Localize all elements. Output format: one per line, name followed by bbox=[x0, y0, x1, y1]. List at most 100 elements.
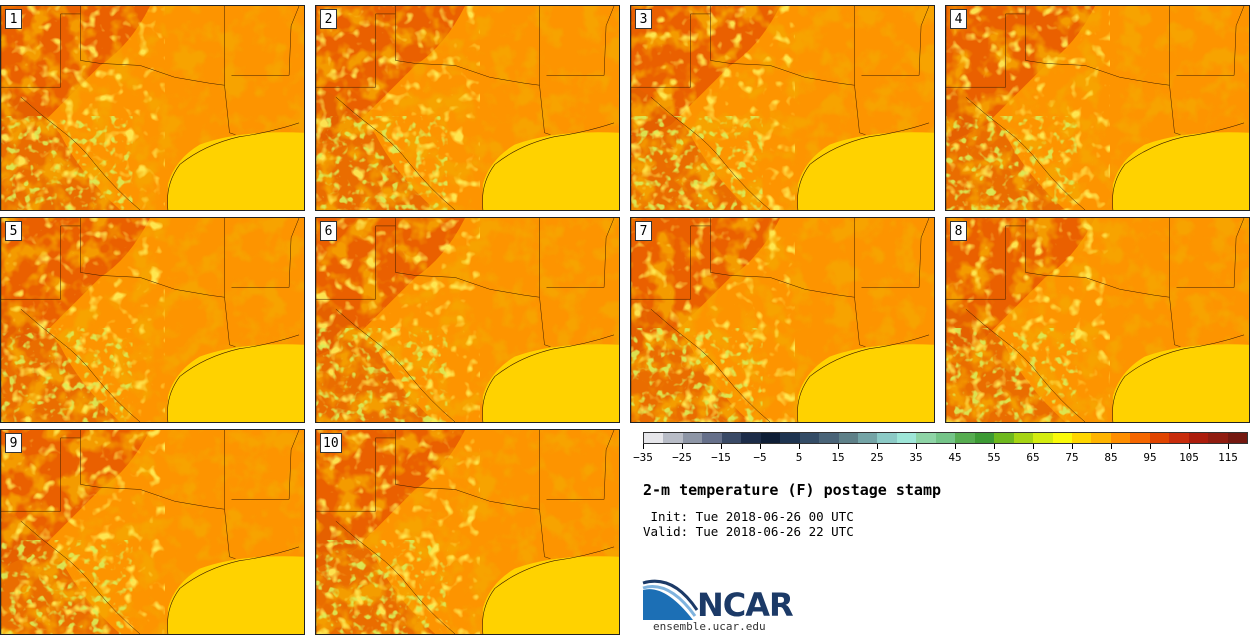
colorbar-swatch bbox=[935, 433, 956, 443]
colorbar-tick bbox=[838, 444, 839, 449]
colorbar-tick-label: 25 bbox=[870, 451, 884, 464]
colorbar-tick-label: 5 bbox=[795, 451, 803, 464]
colorbar-tick bbox=[799, 444, 800, 449]
site-url: ensemble.ucar.edu bbox=[653, 620, 766, 633]
postage-stamp-panel: 10 bbox=[315, 429, 620, 635]
colorbar-tick bbox=[1072, 444, 1073, 449]
colorbar-swatch bbox=[663, 433, 683, 443]
colorbar-swatch bbox=[721, 433, 742, 443]
colorbar-tick bbox=[1189, 444, 1190, 449]
colorbar-tick-label: 115 bbox=[1218, 451, 1238, 464]
colorbar-tick-label: −5 bbox=[753, 451, 767, 464]
temperature-field bbox=[316, 430, 619, 634]
colorbar-swatch bbox=[1188, 433, 1209, 443]
postage-stamp-panel: 8 bbox=[945, 217, 1250, 423]
postage-stamp-panel: 5 bbox=[0, 217, 305, 423]
colorbar-swatch bbox=[644, 433, 664, 443]
postage-stamp-panel: 7 bbox=[630, 217, 935, 423]
colorbar-tick-label: 15 bbox=[831, 451, 845, 464]
colorbar-swatch bbox=[1130, 433, 1150, 443]
colorbar-ticks: −35 −25 −15 −5 5 15 25 35 45 55 65 75 85 95 105 115 bbox=[633, 444, 1248, 466]
member-number-label: 7 bbox=[635, 221, 652, 241]
member-number-label: 6 bbox=[320, 221, 337, 241]
colorbar-swatch bbox=[780, 433, 800, 443]
colorbar-swatch bbox=[1208, 433, 1228, 443]
postage-stamp-panel: 3 bbox=[630, 5, 935, 211]
colorbar-swatch bbox=[916, 433, 936, 443]
colorbar-swatch bbox=[838, 433, 858, 443]
temperature-field bbox=[316, 218, 619, 422]
temperature-field bbox=[316, 6, 619, 210]
colorbar-swatch bbox=[1013, 433, 1034, 443]
colorbar-swatch bbox=[994, 433, 1014, 443]
temperature-field bbox=[1, 430, 304, 634]
colorbar-swatch bbox=[799, 433, 820, 443]
colorbar-swatch bbox=[877, 433, 897, 443]
colorbar-swatch bbox=[974, 433, 995, 443]
colorbar-tick bbox=[1228, 444, 1229, 449]
chart-title: 2-m temperature (F) postage stamp bbox=[643, 481, 942, 499]
colorbar-tick bbox=[1150, 444, 1151, 449]
postage-stamp-panel: 6 bbox=[315, 217, 620, 423]
colorbar-swatch bbox=[741, 433, 761, 443]
temperature-field bbox=[1, 6, 304, 210]
colorbar-swatch bbox=[760, 433, 781, 443]
colorbar-tick bbox=[955, 444, 956, 449]
ncar-logo-text: NCAR bbox=[697, 586, 794, 624]
colorbar-swatch bbox=[682, 433, 703, 443]
colorbar-swatch bbox=[702, 433, 722, 443]
colorbar-tick-label: 45 bbox=[948, 451, 962, 464]
valid-time: Valid: Tue 2018-06-26 22 UTC bbox=[643, 524, 854, 539]
colorbar-tick-label: 65 bbox=[1026, 451, 1040, 464]
colorbar-swatch bbox=[819, 433, 839, 443]
postage-stamp-panel: 2 bbox=[315, 5, 620, 211]
member-number-label: 8 bbox=[950, 221, 967, 241]
colorbar-tick bbox=[1033, 444, 1034, 449]
colorbar-tick-label: 95 bbox=[1143, 451, 1157, 464]
colorbar-tick bbox=[916, 444, 917, 449]
colorbar-tick bbox=[682, 444, 683, 449]
temperature-field bbox=[946, 6, 1249, 210]
postage-stamp-panel: 9 bbox=[0, 429, 305, 635]
member-number-label: 10 bbox=[320, 433, 342, 453]
colorbar-tick bbox=[760, 444, 761, 449]
member-number-label: 1 bbox=[5, 9, 22, 29]
colorbar-tick-label: −25 bbox=[672, 451, 692, 464]
member-number-label: 4 bbox=[950, 9, 967, 29]
temperature-colorbar bbox=[643, 432, 1248, 444]
colorbar-swatch bbox=[1052, 433, 1072, 443]
temperature-field bbox=[1, 218, 304, 422]
member-number-label: 5 bbox=[5, 221, 22, 241]
colorbar-tick bbox=[994, 444, 995, 449]
colorbar-swatch bbox=[1033, 433, 1053, 443]
colorbar-tick bbox=[877, 444, 878, 449]
colorbar-swatch bbox=[955, 433, 975, 443]
colorbar-tick bbox=[721, 444, 722, 449]
colorbar-tick bbox=[1111, 444, 1112, 449]
ncar-logo-icon bbox=[642, 579, 699, 620]
postage-stamp-panel: 4 bbox=[945, 5, 1250, 211]
colorbar-swatch bbox=[1091, 433, 1111, 443]
colorbar-swatch bbox=[857, 433, 878, 443]
member-number-label: 2 bbox=[320, 9, 337, 29]
colorbar-tick-label: 35 bbox=[909, 451, 923, 464]
colorbar-tick-label: −15 bbox=[711, 451, 731, 464]
colorbar-tick-label: 85 bbox=[1104, 451, 1118, 464]
init-time: Init: Tue 2018-06-26 00 UTC bbox=[643, 509, 854, 524]
member-number-label: 3 bbox=[635, 9, 652, 29]
member-number-label: 9 bbox=[5, 433, 22, 453]
colorbar-swatch bbox=[1149, 433, 1170, 443]
colorbar-swatch bbox=[1071, 433, 1092, 443]
temperature-field bbox=[631, 6, 934, 210]
colorbar-swatch bbox=[1110, 433, 1131, 443]
colorbar-swatch bbox=[1227, 433, 1248, 443]
colorbar-tick bbox=[643, 444, 644, 449]
colorbar-tick-label: 105 bbox=[1179, 451, 1199, 464]
colorbar-swatch bbox=[1169, 433, 1189, 443]
temperature-field bbox=[946, 218, 1249, 422]
colorbar-tick-label: 75 bbox=[1065, 451, 1079, 464]
colorbar-tick-label: 55 bbox=[987, 451, 1001, 464]
postage-stamp-panel: 1 bbox=[0, 5, 305, 211]
colorbar-tick-label: −35 bbox=[633, 451, 653, 464]
temperature-field bbox=[631, 218, 934, 422]
